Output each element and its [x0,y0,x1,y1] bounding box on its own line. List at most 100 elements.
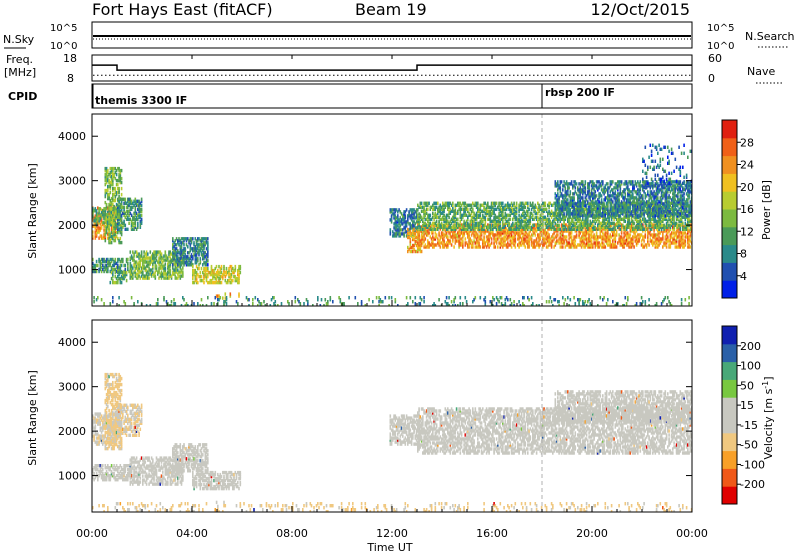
power-cell [170,268,172,271]
power-cell [428,231,430,234]
cpid-program-1: rbsp 200 IF [545,86,615,99]
power-cell [121,264,123,267]
noise-left-label: N.Sky [3,33,35,46]
power-cell [165,262,167,265]
power-cell [451,243,453,246]
power-cell [648,243,650,246]
power-cell [127,262,129,265]
power-cell [548,233,550,236]
power-cell [495,245,497,248]
power-cell [673,218,675,221]
power-cell [532,214,534,217]
power-cell [480,245,482,248]
power-cell [165,266,167,269]
power-cell [183,243,185,246]
power-cell [240,271,242,274]
power-cell [172,263,174,266]
power-cell [187,245,189,248]
power-cell [405,214,407,217]
power-cell [192,265,194,268]
power-cell [515,245,517,248]
power-cell [487,202,489,205]
power-cell [557,233,559,236]
power-cell [141,214,143,217]
power-cell [516,202,518,205]
power-cell [123,206,125,209]
power-scatter-region [105,167,123,244]
power-cell [110,191,112,194]
power-cell [467,208,469,211]
power-cell [155,274,157,277]
power-cell [573,228,575,231]
power-cell [192,237,194,240]
power-cell [417,214,419,217]
power-cell [225,292,227,295]
power-cell [620,222,622,225]
power-cell [121,177,123,180]
power-cell [122,258,124,261]
noise-left-tick-top: 10^5 [50,23,77,34]
power-cell [448,216,450,219]
power-cell [141,204,143,207]
power-cell [207,263,209,266]
power-cell [511,245,513,248]
cpid-label: CPID [8,90,37,103]
power-cell [423,228,425,231]
freq-label-line1: Freq. [6,53,33,66]
power-cell [591,239,593,242]
power-cell [651,228,653,231]
noise-right-tick-bottom: 10^0 [707,41,734,52]
noise-traces [93,36,691,39]
power-cell [390,228,392,231]
power-cell [125,198,127,201]
power-cell [453,245,455,248]
power-scatter-region [92,258,132,273]
power-cell [203,281,205,284]
power-cell [558,224,560,227]
power-cell [235,265,237,268]
power-cell [513,202,515,205]
power-cell [106,203,108,206]
power-cell [477,202,479,205]
power-cell [685,239,687,242]
power-cell [421,202,423,205]
power-cell [496,202,498,205]
power-cell [112,211,114,214]
power-cell [651,222,653,225]
power-scatter-region [110,271,128,284]
power-cell [121,169,123,172]
power-cell [201,267,203,270]
noise-right-tick-top: 10^5 [707,23,734,34]
power-cell [100,207,102,210]
power-cell [121,281,123,284]
power-cell [525,206,527,209]
power-cell [110,207,112,210]
power-cell [497,245,499,248]
power-cell [596,231,598,234]
header-date: 12/Oct/2015 [590,0,690,19]
power-scatter-region [117,198,142,231]
power-cell [201,275,203,278]
power-cell [531,237,533,240]
power-cell [222,296,224,299]
power-cell [115,239,117,242]
cpid-panel: CPID themis 3300 IF rbsp 200 IF [8,84,692,108]
power-cell [141,198,143,201]
freq-right-tick-bottom: 0 [708,72,715,85]
power-cell [172,237,174,240]
power-cell [221,281,223,284]
power-cell [406,208,408,211]
power-cell [443,239,445,242]
power-cell [198,267,200,270]
power-cell [211,265,213,268]
power-cell [147,252,149,255]
power-cell [643,228,645,231]
nave-label: Nave [747,65,775,78]
power-cell [605,245,607,248]
power-cell [491,241,493,244]
power-cell [616,245,618,248]
power-cell [126,271,128,274]
power-cell [425,237,427,240]
power-cell [118,216,120,219]
